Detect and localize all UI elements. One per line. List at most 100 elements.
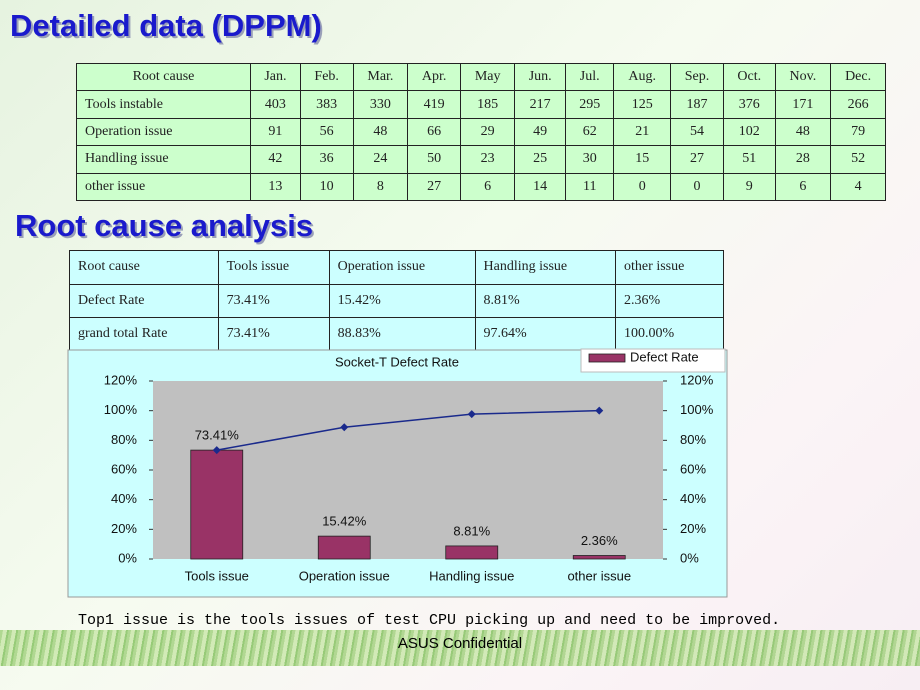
table-cell: 49 bbox=[514, 117, 567, 147]
table-cell: 25 bbox=[514, 145, 567, 174]
y-tick-label: 80% bbox=[111, 432, 137, 447]
table-row: Defect Rate 73.41% 15.42% 8.81% 2.36% bbox=[69, 283, 724, 319]
table-cell: 15 bbox=[613, 145, 672, 174]
x-tick-label: Handling issue bbox=[429, 568, 514, 583]
chart-title: Socket-T Defect Rate bbox=[335, 354, 459, 369]
line-marker bbox=[212, 446, 221, 455]
table-cell: other issue bbox=[76, 172, 251, 202]
table-cell: Mar. bbox=[352, 62, 409, 92]
data-label: 73.41% bbox=[195, 428, 240, 443]
table-cell: Feb. bbox=[299, 62, 354, 92]
table-cell: 54 bbox=[670, 117, 724, 147]
y-tick-label: 40% bbox=[111, 491, 137, 506]
line-marker bbox=[340, 423, 349, 432]
table-cell: 42 bbox=[250, 145, 301, 174]
table-cell: 48 bbox=[774, 117, 832, 147]
table-row: Handling issue 42 36 24 50 23 25 30 15 27 51 28 52 bbox=[76, 145, 886, 174]
table-cell: 13 bbox=[250, 172, 301, 202]
x-tick-label: Tools issue bbox=[185, 568, 249, 583]
table-cell: Tools issue bbox=[217, 250, 330, 285]
table-cell: 28 bbox=[774, 145, 832, 174]
table-cell: 11 bbox=[565, 172, 615, 202]
table-cell: 66 bbox=[407, 117, 462, 147]
table-cell: Dec. bbox=[830, 62, 886, 92]
table-cell: 36 bbox=[299, 145, 354, 174]
table-cell: 6 bbox=[460, 172, 516, 202]
table-cell: 376 bbox=[722, 90, 776, 119]
table-cell: 295 bbox=[565, 90, 615, 119]
table-row: grand total Rate 73.41% 88.83% 97.64% 100.00… bbox=[69, 317, 724, 352]
table-cell: 2.36% bbox=[615, 283, 724, 319]
table-cell: 383 bbox=[299, 90, 354, 119]
table-cell: 97.64% bbox=[474, 317, 617, 352]
y2-tick-label: 40% bbox=[680, 491, 706, 506]
table-cell: 30 bbox=[565, 145, 615, 174]
y2-tick-label: 100% bbox=[680, 402, 714, 417]
table-cell: 29 bbox=[460, 117, 516, 147]
line-marker bbox=[467, 410, 476, 419]
table-cell: 4 bbox=[830, 172, 886, 202]
table-cell: Nov. bbox=[774, 62, 832, 92]
table-cell: 56 bbox=[299, 117, 354, 147]
table-cell: 73.41% bbox=[217, 283, 330, 319]
table-cell: Root cause bbox=[69, 250, 219, 285]
chart: Socket-T Defect Rate 0% 20% 40% 60% 80% 100% 1… bbox=[67, 348, 728, 598]
line bbox=[216, 409, 600, 451]
y2-tick-label: 20% bbox=[680, 521, 706, 536]
data-label: 15.42% bbox=[322, 514, 367, 529]
table-cell: 102 bbox=[722, 117, 776, 147]
table-cell: 73.41% bbox=[217, 317, 330, 352]
table-cell: Apr. bbox=[407, 62, 462, 92]
table-row: other issue 13 10 8 27 6 14 11 0 0 9 6 4 bbox=[76, 172, 886, 202]
table-cell: 62 bbox=[565, 117, 615, 147]
y2-tick-label: 120% bbox=[680, 372, 714, 387]
table-cell: Sep. bbox=[670, 62, 724, 92]
table-cell: Jun. bbox=[514, 62, 567, 92]
y-tick-label: 60% bbox=[111, 461, 137, 476]
table-cell: Root cause bbox=[76, 62, 251, 92]
table-cell: 6 bbox=[774, 172, 832, 202]
table-cell: 9 bbox=[722, 172, 776, 202]
table-cell: 0 bbox=[670, 172, 724, 202]
table-cell: Handling issue bbox=[76, 145, 251, 174]
data-label: 8.81% bbox=[453, 523, 490, 538]
table-cell: 125 bbox=[613, 90, 672, 119]
y2-tick-label: 0% bbox=[680, 550, 699, 565]
table-cell: Oct. bbox=[722, 62, 776, 92]
table-cell: 27 bbox=[670, 145, 724, 174]
table-cell: Tools instable bbox=[76, 90, 251, 119]
title: Detailed data (DPPM) bbox=[10, 8, 322, 43]
y2-tick-label: 80% bbox=[680, 432, 706, 447]
table-cell: grand total Rate bbox=[69, 317, 219, 352]
table-cell: 21 bbox=[613, 117, 672, 147]
table-cell: Operation issue bbox=[328, 250, 476, 285]
table-cell: 15.42% bbox=[328, 283, 476, 319]
table-cell: 50 bbox=[407, 145, 462, 174]
rca-table: Root cause Tools issue Operation issue Hand… bbox=[69, 250, 724, 352]
table-cell: 48 bbox=[352, 117, 409, 147]
table-cell: 51 bbox=[722, 145, 776, 174]
footnote: Top1 issue is the tools issues of test C… bbox=[78, 612, 781, 629]
y-tick-label: 0% bbox=[118, 550, 137, 565]
table-cell: Handling issue bbox=[474, 250, 617, 285]
table-cell: Defect Rate bbox=[69, 283, 219, 319]
table-row: Root cause Tools issue Operation issue Hand… bbox=[69, 250, 724, 285]
table-cell: 88.83% bbox=[328, 317, 476, 352]
table-cell: Aug. bbox=[613, 62, 672, 92]
table-row: Root cause Jan. Feb. Mar. Apr. May Jun. Jul. Aug… bbox=[76, 62, 886, 92]
grass-decoration bbox=[0, 630, 920, 666]
bar bbox=[190, 449, 244, 560]
y-tick-label: 100% bbox=[104, 402, 138, 417]
legend-label: Defect Rate bbox=[630, 349, 699, 364]
table-cell: other issue bbox=[615, 250, 724, 285]
line-marker bbox=[595, 406, 604, 415]
table-row: Operation issue 91 56 48 66 29 49 62 21 54 102 48 79 bbox=[76, 117, 886, 147]
table-cell: 217 bbox=[514, 90, 567, 119]
table-cell: 403 bbox=[250, 90, 301, 119]
table-cell: 27 bbox=[407, 172, 462, 202]
bar bbox=[445, 545, 499, 560]
table-cell: 24 bbox=[352, 145, 409, 174]
y-tick-label: 20% bbox=[111, 521, 137, 536]
dppm-table: Root cause Jan. Feb. Mar. Apr. May Jun. Jul. Aug… bbox=[76, 62, 886, 202]
